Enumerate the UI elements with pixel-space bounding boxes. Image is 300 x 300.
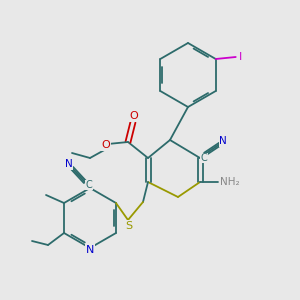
Text: C: C	[85, 180, 92, 190]
Text: N: N	[219, 136, 227, 146]
Text: N: N	[65, 159, 73, 169]
Text: O: O	[102, 140, 110, 150]
Text: S: S	[125, 221, 133, 231]
Text: O: O	[130, 111, 138, 121]
Text: N: N	[86, 245, 94, 255]
Text: NH₂: NH₂	[220, 177, 240, 187]
Text: I: I	[239, 52, 242, 62]
Text: C: C	[201, 153, 207, 163]
